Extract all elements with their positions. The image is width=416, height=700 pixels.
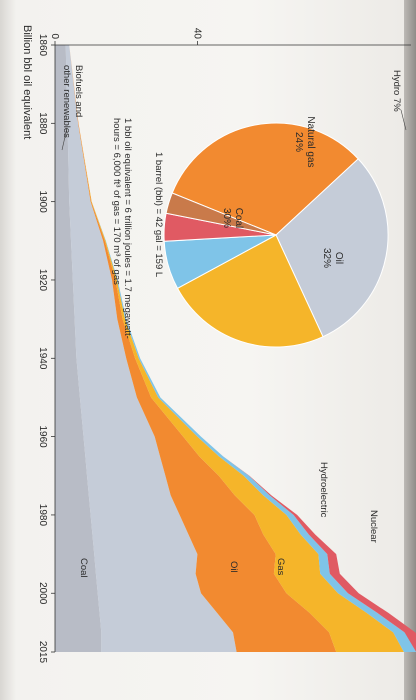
pie-slice-natural-gas — [176, 234, 324, 348]
series-label-coal: Coal — [78, 558, 89, 578]
x-tick-label-2000: 2000 — [37, 582, 48, 605]
pie-label-coal: Coal — [233, 208, 244, 229]
y-axis-ticks: 0 40 — [49, 28, 202, 45]
x-tick-label-1940: 1940 — [37, 347, 48, 370]
pie-value-natural-gas: 24% — [293, 132, 304, 152]
pie-label-oil: Oil — [333, 252, 344, 264]
pie-slice-oil — [171, 122, 359, 236]
pie-value-oil: 32% — [321, 248, 332, 268]
series-label-gas: Gas — [275, 558, 286, 576]
stacked-area-layers — [55, 45, 416, 652]
x-tick-label-2015: 2015 — [37, 641, 48, 664]
series-label-nuclear: Nuclear — [368, 510, 379, 543]
x-tick-label-1880: 1880 — [37, 112, 48, 135]
y-tick-label-40: 40 — [191, 28, 202, 40]
x-tick-label-1900: 1900 — [37, 191, 48, 214]
pie-value-coal: 30% — [221, 208, 232, 228]
series-label-hydroelectric: Hydroelectric — [318, 462, 329, 518]
note-bbl-equivalent: 1 bbl oil equivalent = 6 trillion joules… — [122, 118, 133, 339]
pie-label-natural-gas: Natural gas — [305, 116, 316, 167]
area-coal — [65, 45, 237, 652]
x-tick-label-1860: 1860 — [37, 34, 48, 57]
hydro-leader-line — [400, 109, 407, 131]
series-label-biofuels: Biofuels and other renewables — [61, 65, 84, 138]
page-spine-shadow — [404, 0, 416, 700]
series-label-biofuels-line1: Biofuels and — [73, 65, 84, 117]
area-biofuels-and-other-renewables — [55, 45, 102, 652]
y-axis-title: Billion bbl oil equivalent — [21, 25, 33, 139]
x-axis-ticks: 1860 1880 1900 1920 1940 1960 1980 2000 2015 — [37, 34, 55, 664]
note-barrel: 1 barrel (bbl) = 42 gal = 159 L — [153, 152, 164, 277]
x-tick-label-1920: 1920 — [37, 269, 48, 292]
area-oil — [69, 45, 337, 652]
pie-chart-2015-mix — [163, 122, 389, 348]
series-label-oil: Oil — [228, 561, 239, 573]
series-label-biofuels-line2: other renewables — [61, 65, 72, 138]
x-tick-label-1980: 1980 — [37, 504, 48, 527]
x-tick-label-1960: 1960 — [37, 425, 48, 448]
note-hours-gas: hours = 6,000 ft³ of gas = 170 m³ of gas — [111, 118, 122, 285]
y-tick-label-0: 0 — [49, 33, 60, 39]
biofuels-leader-line — [61, 127, 68, 151]
pie-label-hydro: Hydro 7% — [391, 70, 402, 112]
pie-slice-coal — [275, 158, 389, 338]
pie-slice-other-5 — [165, 192, 277, 236]
